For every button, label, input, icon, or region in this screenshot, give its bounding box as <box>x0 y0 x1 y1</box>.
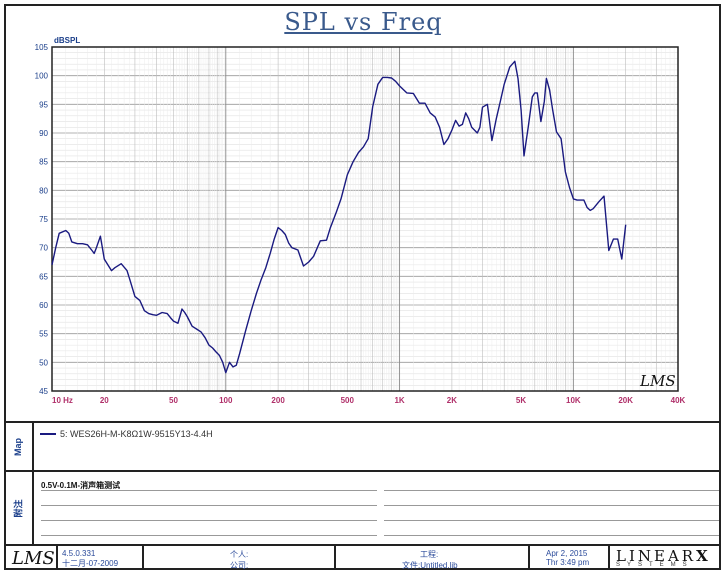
notes-text: 0.5V-0.1M-消声箱测试 <box>41 481 121 490</box>
date-text: Apr 2, 2015 <box>546 549 588 558</box>
y-tick-label: 75 <box>39 215 48 224</box>
lms-watermark: LMS <box>639 372 676 390</box>
x-tick-label: 2K <box>447 396 457 405</box>
plot-area <box>51 46 679 392</box>
file-label: 文件:Untitled.lib <box>402 561 458 570</box>
version-date: 十二月-07-2009 <box>62 559 119 568</box>
y-tick-label: 60 <box>39 301 48 310</box>
footer-owner-cell: 个人: 公司: <box>144 546 336 570</box>
y-tick-label: 90 <box>39 129 48 138</box>
x-tick-label: 10K <box>566 396 581 405</box>
note-line <box>41 535 377 536</box>
personal-label: 个人: <box>230 550 249 559</box>
note-line <box>384 520 719 521</box>
version-text: 4.5.0.331 <box>62 549 96 558</box>
x-tick-label: 100 <box>219 396 233 405</box>
y-tick-label: 100 <box>35 72 49 81</box>
y-tick-label: 95 <box>39 100 48 109</box>
y-tick-label: 50 <box>39 358 48 367</box>
note-line <box>384 490 719 491</box>
x-tick-label: 40K <box>671 396 686 405</box>
map-side-label: Map <box>4 423 34 470</box>
footer-bar: LMS 4.5.0.331 十二月-07-2009 个人: 公司: 工程: 文件… <box>4 544 721 570</box>
chart-grid <box>51 46 679 392</box>
note-line <box>41 520 377 521</box>
x-tick-label: 1K <box>394 396 404 405</box>
x-tick-label: 5K <box>516 396 526 405</box>
x-tick-label: 20K <box>618 396 633 405</box>
legend-section <box>4 421 721 471</box>
y-axis-label: dBSPL <box>54 36 80 45</box>
linear-x-logo: LINEARX <box>616 547 711 565</box>
y-axis-ticks: 105 100 95 90 85 80 75 70 65 60 55 50 45 <box>35 43 49 396</box>
footer-project-cell: 工程: 文件:Untitled.lib <box>336 546 530 570</box>
y-tick-label: 80 <box>39 186 48 195</box>
note-line <box>41 505 377 506</box>
x-tick-label: 50 <box>169 396 178 405</box>
outer-frame <box>4 4 721 570</box>
legend-entry[interactable]: 5: WES26H-M-K8Ω1W-9515Y13-4.4H <box>40 429 213 439</box>
y-tick-label: 70 <box>39 244 48 253</box>
x-tick-label: 10 Hz <box>52 396 73 405</box>
x-tick-label: 500 <box>341 396 355 405</box>
company-label: 公司: <box>230 561 249 570</box>
footer-brand-cell: LINEARX SYSTEMS <box>610 546 719 570</box>
x-axis-ticks: 10 Hz 20 50 100 200 500 1K 2K 5K 10K 20K 40K <box>52 396 686 405</box>
legend-entry-label: 5: WES26H-M-K8Ω1W-9515Y13-4.4H <box>60 429 213 439</box>
footer-version-cell: 4.5.0.331 十二月-07-2009 <box>58 546 144 570</box>
notes-side-label: 附注 <box>4 472 34 544</box>
footer-date-cell: Apr 2, 2015 Thr 3:49 pm <box>530 546 610 570</box>
note-line <box>41 490 377 491</box>
note-line <box>384 535 719 536</box>
legend-swatch <box>40 433 56 435</box>
chart-title: SPL vs Freq <box>284 8 443 36</box>
time-text: Thr 3:49 pm <box>546 558 590 567</box>
y-tick-label: 105 <box>35 43 49 52</box>
y-tick-label: 55 <box>39 330 48 339</box>
systems-text: SYSTEMS <box>616 562 694 568</box>
y-tick-label: 65 <box>39 272 48 281</box>
lms-logo: LMS <box>12 548 55 569</box>
footer-logo-cell: LMS <box>4 546 58 570</box>
x-tick-label: 20 <box>100 396 109 405</box>
y-tick-label: 85 <box>39 158 48 167</box>
y-tick-label: 45 <box>39 387 48 396</box>
x-tick-label: 200 <box>271 396 285 405</box>
project-label: 工程: <box>420 550 439 559</box>
notes-section <box>4 470 721 545</box>
note-line <box>384 505 719 506</box>
spl-curve-series <box>51 60 627 374</box>
